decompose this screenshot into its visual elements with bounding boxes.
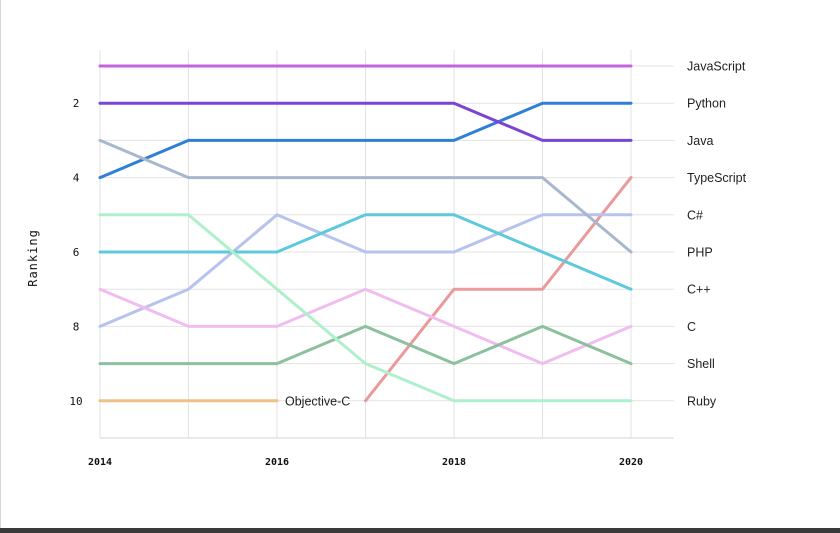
series-label-c: C — [687, 320, 696, 334]
series-label-java: Java — [687, 134, 713, 148]
series-label-typescript: TypeScript — [687, 171, 747, 185]
x-tick-label: 2016 — [265, 457, 289, 468]
y-axis-label: Ranking — [26, 229, 40, 287]
annotation-label: Objective-C — [285, 394, 350, 408]
series-line-python — [98, 101, 633, 180]
series-line-ruby — [98, 213, 633, 403]
grid — [99, 50, 674, 439]
series-line-c- — [98, 213, 633, 291]
series-line-shell — [98, 324, 633, 366]
series-line-c- — [98, 213, 633, 328]
series-label-c-: C# — [687, 208, 703, 222]
x-tick-label: 2014 — [88, 457, 112, 468]
series-label-ruby: Ruby — [687, 394, 717, 408]
series-label-shell: Shell — [687, 357, 715, 371]
y-tick-label: 8 — [73, 320, 80, 333]
x-tick-label: 2020 — [619, 457, 643, 468]
y-tick-label: 4 — [73, 172, 80, 185]
x-tick-labels: 2014 2016 2018 2020 — [88, 457, 643, 468]
series-labels: JavaScript Python Java TypeScript C# PHP C++ C S… — [687, 60, 747, 409]
series-label-javascript: JavaScript — [687, 60, 746, 74]
x-tick-label: 2018 — [442, 457, 466, 468]
series-line-c — [98, 287, 633, 366]
y-tick-label: 2 — [73, 97, 80, 110]
series-label-c-: C++ — [687, 283, 711, 297]
window-bottom-edge — [0, 528, 840, 533]
series-label-python: Python — [687, 97, 726, 111]
series-line-php — [98, 138, 633, 254]
series-lines — [98, 64, 633, 403]
series-label-php: PHP — [687, 246, 713, 260]
y-tick-label: 10 — [69, 395, 82, 408]
series-line-java — [98, 101, 633, 142]
annotations: Objective-C — [285, 394, 350, 408]
y-tick-label: 6 — [73, 246, 80, 259]
y-tick-labels: 2 4 6 8 10 — [69, 97, 82, 408]
